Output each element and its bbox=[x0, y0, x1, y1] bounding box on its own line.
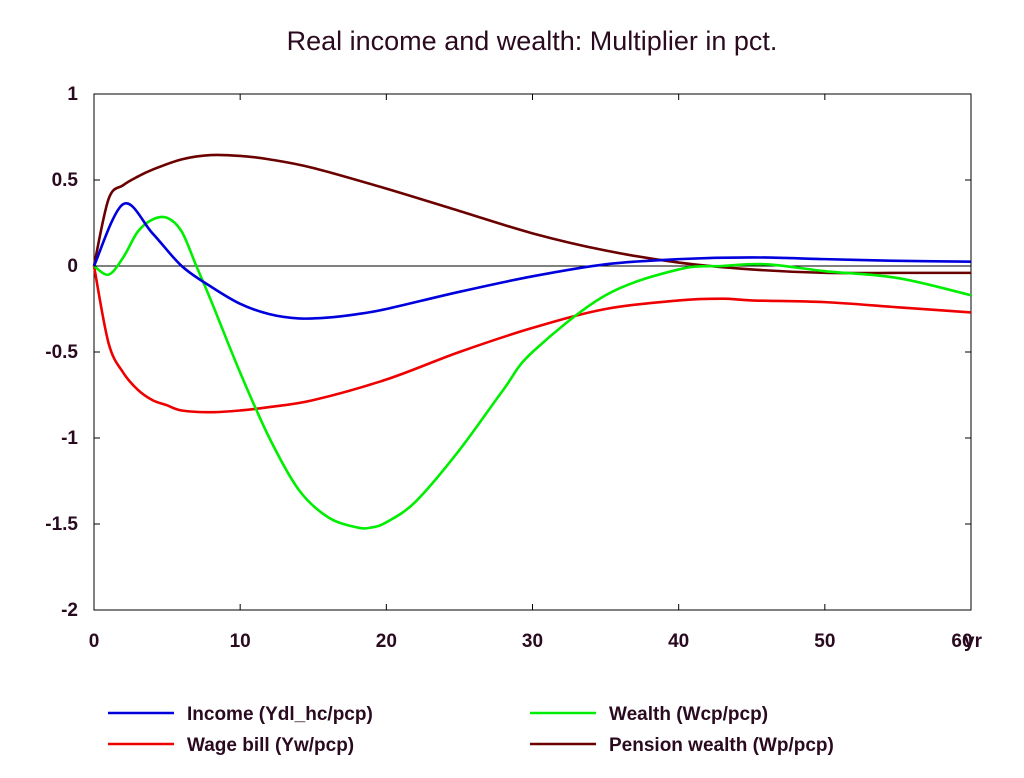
x-tick-label: 40 bbox=[668, 631, 689, 652]
x-tick-label: 60 bbox=[951, 631, 972, 652]
legend-label: Income (Ydl_hc/pcp) bbox=[187, 704, 373, 725]
y-tick-label: -0.5 bbox=[45, 342, 78, 363]
x-tick-label: 10 bbox=[230, 631, 251, 652]
x-tick-label: 30 bbox=[522, 631, 543, 652]
y-axis: 1 0.5 0 -0.5 -1 -1.5 -2 bbox=[45, 84, 971, 621]
y-tick-label: -1 bbox=[61, 428, 78, 449]
x-tick-label: 20 bbox=[376, 631, 397, 652]
x-unit-label: yr bbox=[964, 631, 983, 652]
x-tick-label: 50 bbox=[814, 631, 835, 652]
y-tick-label: -1.5 bbox=[45, 514, 78, 535]
series-line-wage-bill-yw-pcp bbox=[92, 265, 972, 414]
legend-label: Wage bill (Yw/pcp) bbox=[187, 735, 354, 756]
series-line-income-ydl-hc-pcp bbox=[92, 202, 972, 320]
y-tick-label: 0.5 bbox=[52, 170, 79, 191]
series-layer bbox=[92, 153, 972, 530]
y-tick-label: 0 bbox=[67, 256, 78, 277]
legend-label: Pension wealth (Wp/pcp) bbox=[609, 735, 834, 756]
series-line-pension-wealth-wp-pcp bbox=[92, 153, 971, 275]
legend-label: Wealth (Wcp/pcp) bbox=[609, 704, 768, 725]
series-line-wealth-wcp-pcp bbox=[93, 215, 972, 530]
y-tick-label: 1 bbox=[67, 84, 78, 105]
x-tick-label: 0 bbox=[89, 631, 100, 652]
y-tick-label: -2 bbox=[61, 600, 78, 621]
legend: Income (Ydl_hc/pcp) Wealth (Wcp/pcp) Wage … bbox=[108, 704, 834, 756]
chart-title: Real income and wealth: Multiplier in pc… bbox=[287, 26, 778, 56]
